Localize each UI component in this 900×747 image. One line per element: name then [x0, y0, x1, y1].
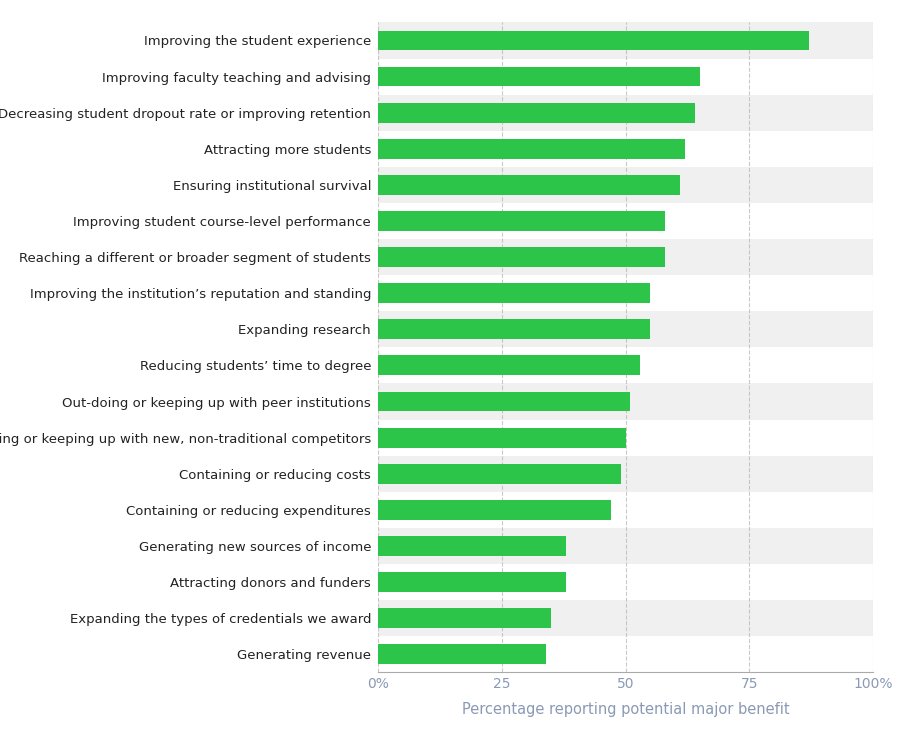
- Bar: [378, 31, 809, 50]
- Bar: [378, 311, 873, 347]
- Bar: [378, 500, 610, 520]
- Bar: [378, 391, 630, 412]
- Bar: [378, 95, 873, 131]
- Bar: [378, 22, 873, 58]
- Bar: [378, 600, 873, 636]
- X-axis label: Percentage reporting potential major benefit: Percentage reporting potential major ben…: [462, 702, 789, 717]
- Bar: [378, 211, 665, 231]
- Bar: [378, 139, 685, 158]
- Bar: [378, 356, 641, 375]
- Bar: [378, 428, 626, 447]
- Bar: [378, 608, 551, 628]
- Bar: [378, 464, 621, 483]
- Bar: [378, 320, 650, 339]
- Bar: [378, 247, 665, 267]
- Bar: [378, 103, 695, 123]
- Bar: [378, 645, 546, 664]
- Bar: [378, 456, 873, 492]
- Bar: [378, 283, 650, 303]
- Bar: [378, 66, 700, 87]
- Bar: [378, 239, 873, 275]
- Bar: [378, 536, 566, 556]
- Bar: [378, 383, 873, 420]
- Bar: [378, 175, 680, 195]
- Bar: [378, 572, 566, 592]
- Bar: [378, 167, 873, 203]
- Bar: [378, 528, 873, 564]
